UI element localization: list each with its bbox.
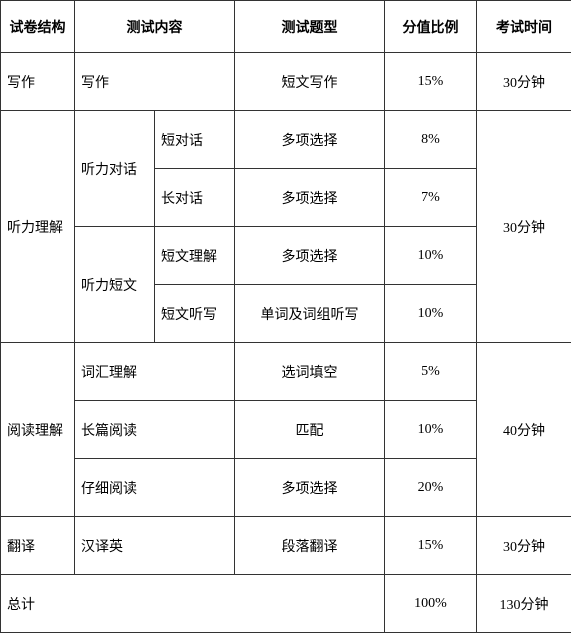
cell-score: 10%	[385, 285, 477, 343]
cell-content: 长对话	[155, 169, 235, 227]
header-structure: 试卷结构	[1, 1, 75, 53]
table-row: 翻译 汉译英 段落翻译 15% 30分钟	[1, 517, 571, 575]
cell-score: 8%	[385, 111, 477, 169]
cell-score: 10%	[385, 401, 477, 459]
cell-content: 短文理解	[155, 227, 235, 285]
cell-structure: 写作	[1, 53, 75, 111]
cell-structure: 阅读理解	[1, 343, 75, 517]
cell-total-label: 总计	[1, 575, 385, 633]
cell-score: 20%	[385, 459, 477, 517]
header-score: 分值比例	[385, 1, 477, 53]
cell-time: 40分钟	[477, 343, 571, 517]
header-type: 测试题型	[235, 1, 385, 53]
cell-type: 多项选择	[235, 459, 385, 517]
cell-type: 多项选择	[235, 111, 385, 169]
cell-score: 15%	[385, 53, 477, 111]
cell-content: 汉译英	[75, 517, 235, 575]
cell-score: 15%	[385, 517, 477, 575]
cell-content: 短文听写	[155, 285, 235, 343]
cell-total-score: 100%	[385, 575, 477, 633]
table-row: 听力理解 听力对话 短对话 多项选择 8% 30分钟	[1, 111, 571, 169]
cell-time: 30分钟	[477, 53, 571, 111]
cell-type: 匹配	[235, 401, 385, 459]
cell-content-group: 听力短文	[75, 227, 155, 343]
cell-content: 仔细阅读	[75, 459, 235, 517]
cell-score: 7%	[385, 169, 477, 227]
exam-structure-table: 试卷结构 测试内容 测试题型 分值比例 考试时间 写作 写作 短文写作 15% …	[0, 0, 571, 633]
table-row-total: 总计 100% 130分钟	[1, 575, 571, 633]
cell-type: 多项选择	[235, 227, 385, 285]
cell-type: 段落翻译	[235, 517, 385, 575]
cell-type: 单词及词组听写	[235, 285, 385, 343]
table-row: 写作 写作 短文写作 15% 30分钟	[1, 53, 571, 111]
header-content: 测试内容	[75, 1, 235, 53]
cell-content: 长篇阅读	[75, 401, 235, 459]
cell-structure: 翻译	[1, 517, 75, 575]
cell-type: 多项选择	[235, 169, 385, 227]
cell-time: 30分钟	[477, 111, 571, 343]
cell-total-time: 130分钟	[477, 575, 571, 633]
cell-content: 短对话	[155, 111, 235, 169]
header-time: 考试时间	[477, 1, 571, 53]
table-header-row: 试卷结构 测试内容 测试题型 分值比例 考试时间	[1, 1, 571, 53]
cell-content: 词汇理解	[75, 343, 235, 401]
cell-structure: 听力理解	[1, 111, 75, 343]
cell-type: 短文写作	[235, 53, 385, 111]
cell-type: 选词填空	[235, 343, 385, 401]
cell-time: 30分钟	[477, 517, 571, 575]
cell-score: 5%	[385, 343, 477, 401]
cell-content: 写作	[75, 53, 235, 111]
table-row: 阅读理解 词汇理解 选词填空 5% 40分钟	[1, 343, 571, 401]
cell-content-group: 听力对话	[75, 111, 155, 227]
cell-score: 10%	[385, 227, 477, 285]
